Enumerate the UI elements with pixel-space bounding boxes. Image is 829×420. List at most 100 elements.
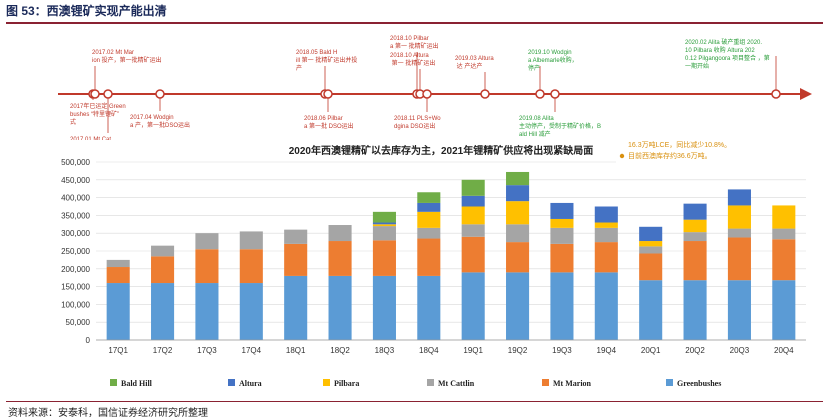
bar-segment: [417, 275, 441, 340]
bar-segment: [195, 249, 219, 284]
legend-label: Mt Cattlin: [438, 379, 475, 388]
bar-segment: [727, 280, 751, 340]
timeline-event-label: 2019.08 Alita 主动停产，受制于精矿价格，B ald Hill 减产: [519, 116, 601, 138]
x-tick-label: 17Q2: [153, 346, 173, 355]
timeline-event-label: 2020.02 Alita 破产重组 2020. 10 Pilbara 收购 Al…: [685, 38, 770, 70]
timeline-event-label: 2018.11 PLS+Wo dgina DSO运出: [394, 116, 441, 130]
bar-segment: [328, 241, 352, 276]
y-tick-label: 50,000: [66, 318, 91, 327]
bar-segment: [239, 249, 263, 284]
x-tick-label: 18Q2: [330, 346, 350, 355]
bar-segment: [106, 283, 130, 340]
bar-segment: [506, 272, 530, 340]
y-tick-label: 300,000: [61, 229, 90, 238]
bar-segment: [594, 242, 618, 273]
bar-segment: [461, 272, 485, 340]
bar-segment: [550, 202, 574, 219]
legend-swatch: [542, 379, 549, 386]
timeline-node: [323, 89, 333, 99]
bar-segment: [772, 280, 796, 340]
y-tick-label: 200,000: [61, 265, 90, 274]
x-tick-label: 20Q4: [774, 346, 794, 355]
bar-segment: [461, 179, 485, 196]
bar-segment: [417, 238, 441, 276]
bar-segment: [372, 211, 396, 223]
bar-segment: [683, 232, 707, 242]
y-tick-label: 450,000: [61, 176, 90, 185]
bar-segment: [772, 205, 796, 229]
timeline-node: [771, 89, 781, 99]
bar-segment: [372, 240, 396, 276]
y-tick-label: 0: [86, 336, 91, 345]
bar-segment: [151, 283, 175, 340]
bar-segment: [284, 275, 308, 340]
bar-segment: [417, 211, 441, 228]
legend-label: Mt Marion: [553, 379, 592, 388]
bar-segment: [772, 239, 796, 281]
bar-segment: [683, 203, 707, 220]
bar-segment: [106, 267, 130, 284]
bar-segment: [550, 227, 574, 244]
bar-segment: [372, 226, 396, 241]
bar-segment: [772, 228, 796, 240]
timeline-event-label: 2017.01 Mt Cattlin 第一批 精矿运出: [70, 137, 123, 140]
bar-segment: [594, 206, 618, 223]
timeline-event-label: 2018.10 Pilbar a 第一 批精矿运出: [390, 36, 439, 50]
footer-divider: [6, 401, 823, 402]
annotation-text: 目前西澳库存约36.6万吨。: [628, 151, 712, 160]
timeline: 2017年已运定 Green bushes “特里锂矿” 式 2017.01 Mt …: [58, 36, 812, 140]
stacked-bar-chart: 2020年西澳锂精矿以去库存为主，2021年锂精矿供应将出现紧缺局面 0 50,00…: [61, 140, 806, 388]
timeline-event-label: 2017年已运定 Green bushes “特里锂矿” 式: [70, 102, 126, 126]
legend-label: Greenbushes: [677, 379, 721, 388]
bar-segment: [328, 275, 352, 340]
bar-segment: [639, 253, 663, 281]
x-tick-label: 18Q4: [419, 346, 439, 355]
timeline-event-label: 2019.03 Altura 达 产达产: [455, 56, 494, 70]
y-tick-label: 100,000: [61, 300, 90, 309]
bar-segment: [550, 218, 574, 228]
timeline-node: [480, 89, 490, 99]
bar-segment: [106, 259, 130, 268]
bar-segment: [284, 229, 308, 244]
bar-segment: [639, 241, 663, 247]
x-tick-label: 20Q3: [730, 346, 750, 355]
bar-segment: [727, 189, 751, 206]
y-tick-label: 350,000: [61, 211, 90, 220]
timeline-event-label: 2017.04 Wodgin a 产，第一批DSO运出: [130, 115, 190, 129]
y-tick-label: 250,000: [61, 247, 90, 256]
legend-swatch: [427, 379, 434, 386]
bar-segment: [417, 227, 441, 239]
x-tick-label: 17Q4: [242, 346, 262, 355]
legend-swatch: [666, 379, 673, 386]
bar-segment: [372, 275, 396, 340]
timeline-event-label: 2018.10 Altura 第一 批精矿运出: [390, 53, 435, 67]
timeline-event-label: 2018.06 Pilbar a 第一批 DSO运出: [304, 116, 354, 130]
timeline-event-label: 2017.02 Mt Mar ion 投产，第一批精矿运出: [92, 50, 162, 64]
timeline-node: [103, 89, 113, 99]
x-tick-label: 17Q1: [108, 346, 128, 355]
bar-segment: [151, 256, 175, 284]
bar-segment: [506, 242, 530, 273]
bar-segment: [461, 206, 485, 225]
source-note: 资料来源：安泰科，国信证券经济研究所整理: [8, 408, 208, 419]
bar-segment: [506, 185, 530, 202]
bar-segment: [639, 246, 663, 254]
timeline-node: [422, 89, 432, 99]
y-tick-label: 150,000: [61, 283, 90, 292]
bar-segment: [683, 241, 707, 281]
bar-segment: [506, 171, 530, 186]
bar-segment: [461, 195, 485, 207]
timeline-node: [90, 89, 100, 99]
bar-segment: [328, 225, 352, 242]
bar-segment: [195, 283, 219, 340]
x-tick-label: 20Q2: [685, 346, 705, 355]
bar-segment: [461, 224, 485, 237]
x-tick-label: 18Q3: [375, 346, 395, 355]
x-tick-label: 17Q3: [197, 346, 217, 355]
bar-segment: [417, 202, 441, 212]
bar-segment: [506, 201, 530, 225]
bar-segment: [594, 272, 618, 340]
title-divider: [6, 22, 823, 24]
figure-title: 图 53：西澳锂矿实现产能出清: [6, 4, 167, 18]
annotation-text: 2020年西澳锂精矿产量约151.3万吨，较上年减少16.3万吨LCE，同比减少…: [628, 140, 780, 149]
